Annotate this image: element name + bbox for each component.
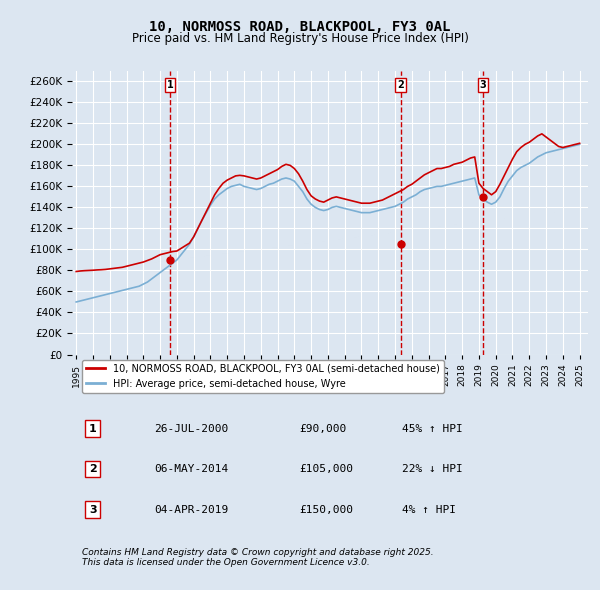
Text: 3: 3 [89, 504, 97, 514]
Text: 26-JUL-2000: 26-JUL-2000 [155, 424, 229, 434]
Text: Contains HM Land Registry data © Crown copyright and database right 2025.
This d: Contains HM Land Registry data © Crown c… [82, 548, 434, 567]
Legend: 10, NORMOSS ROAD, BLACKPOOL, FY3 0AL (semi-detached house), HPI: Average price, : 10, NORMOSS ROAD, BLACKPOOL, FY3 0AL (se… [82, 360, 444, 393]
Text: £90,000: £90,000 [299, 424, 346, 434]
Text: 2: 2 [89, 464, 97, 474]
Text: 10, NORMOSS ROAD, BLACKPOOL, FY3 0AL: 10, NORMOSS ROAD, BLACKPOOL, FY3 0AL [149, 19, 451, 34]
Text: 04-APR-2019: 04-APR-2019 [155, 504, 229, 514]
Text: £105,000: £105,000 [299, 464, 353, 474]
Text: £150,000: £150,000 [299, 504, 353, 514]
Text: 1: 1 [167, 80, 173, 90]
Text: 06-MAY-2014: 06-MAY-2014 [155, 464, 229, 474]
Text: Price paid vs. HM Land Registry's House Price Index (HPI): Price paid vs. HM Land Registry's House … [131, 32, 469, 45]
Text: 4% ↑ HPI: 4% ↑ HPI [402, 504, 456, 514]
Text: 22% ↓ HPI: 22% ↓ HPI [402, 464, 463, 474]
Text: 2: 2 [397, 80, 404, 90]
Text: 3: 3 [480, 80, 487, 90]
Text: 1: 1 [89, 424, 97, 434]
Text: 45% ↑ HPI: 45% ↑ HPI [402, 424, 463, 434]
